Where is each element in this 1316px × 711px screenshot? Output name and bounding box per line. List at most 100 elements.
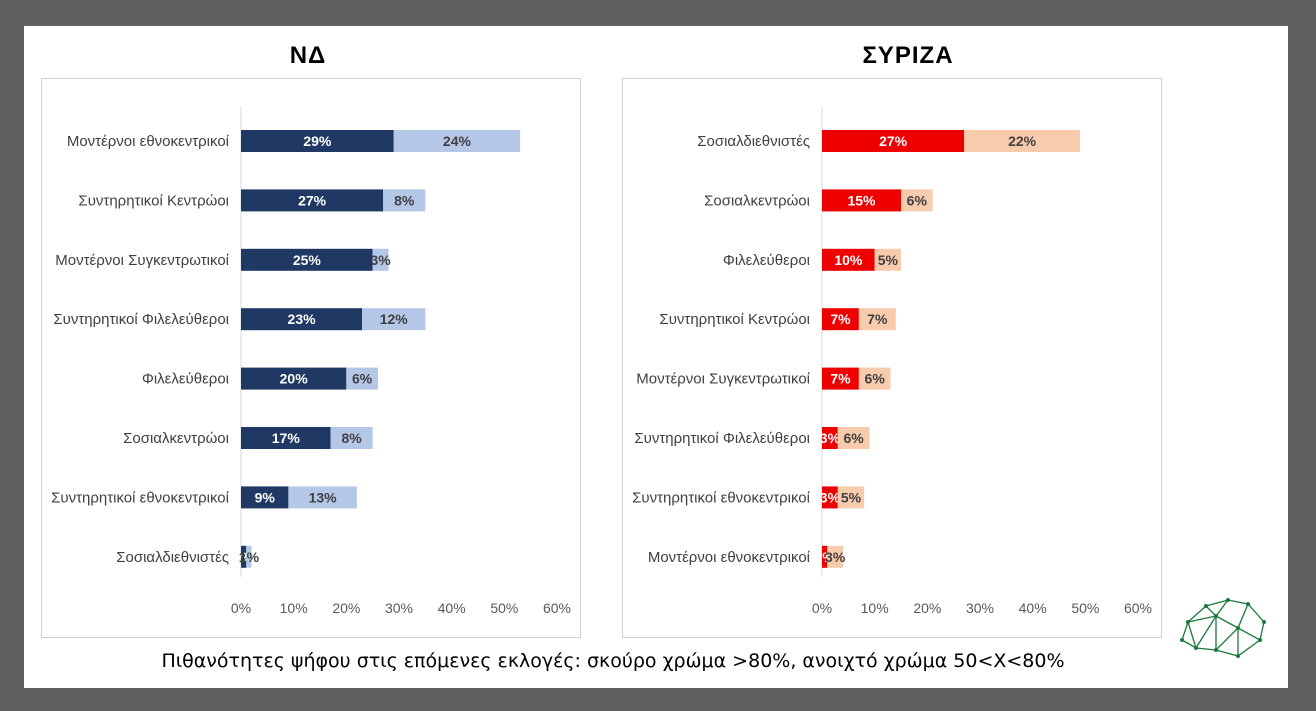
x-tick-label: 0% [812, 600, 832, 616]
nd-bar-light [372, 248, 389, 271]
x-tick-label: 40% [1019, 600, 1047, 616]
x-tick-label: 30% [966, 600, 994, 616]
data-label: 3% [820, 489, 841, 505]
data-label: 3% [370, 252, 391, 268]
data-label: 6% [843, 430, 864, 446]
network-logo-icon [1180, 598, 1266, 658]
nd-bar-dark [241, 545, 247, 568]
data-label: 5% [841, 489, 862, 505]
data-label: 29% [303, 133, 332, 149]
data-label: 24% [443, 133, 472, 149]
x-tick-label: 10% [861, 600, 889, 616]
category-label: Συντηρητικοί Φιλελεύθεροι [634, 430, 810, 447]
x-tick-label: 0% [231, 600, 251, 616]
syriza-bar-light [827, 545, 844, 568]
data-label: 1% [239, 549, 260, 565]
x-tick-label: 20% [332, 600, 360, 616]
syriza-bar-dark [822, 248, 875, 271]
nd-bar-dark [241, 248, 373, 271]
x-tick-label: 20% [913, 600, 941, 616]
category-label: Συντηρητικοί εθνοκεντρικοί [632, 489, 811, 506]
nd-bar-light [330, 427, 373, 449]
x-tick-label: 50% [490, 600, 518, 616]
data-label: 17% [272, 430, 301, 446]
nd-bar-dark [241, 486, 289, 509]
nd-bar-light [288, 486, 357, 509]
x-tick-label: 40% [438, 600, 466, 616]
category-label: Συντηρητικοί εθνοκεντρικοί [51, 489, 230, 506]
syriza-bar-dark [822, 367, 859, 390]
category-label: Σοσιαλκεντρώοι [123, 430, 229, 447]
chart-title-syriza: ΣΥΡΙΖΑ [862, 42, 954, 69]
data-label: 10% [834, 252, 863, 268]
data-label: 7% [830, 371, 851, 387]
data-label: 7% [867, 311, 888, 327]
syriza-bar-dark [822, 189, 901, 212]
syriza-bar-light [901, 189, 933, 212]
syriza-bar-dark [822, 308, 859, 331]
nd-bar-light [383, 189, 426, 212]
syriza-bar-dark [822, 130, 965, 152]
bar-chart-nd: Μοντέρνοι εθνοκεντρικοί 29% 24% Συντηρητικο… [51, 107, 571, 616]
syriza-bar-light [858, 308, 896, 331]
slide: ΝΔ ΣΥΡΙΖΑ Μοντέρνοι εθνοκεντρικοί 29% 24% Σ… [24, 26, 1288, 688]
category-label: Μοντέρνοι εθνοκεντρικοί [67, 133, 230, 150]
nd-bar-dark [241, 427, 331, 449]
category-label: Μοντέρνοι Συγκεντρωτικοί [636, 371, 810, 388]
x-tick-label: 30% [385, 600, 413, 616]
category-label: Σοσιαλδιεθνιστές [116, 549, 229, 566]
syriza-bar-dark [822, 486, 838, 509]
category-label: Συντηρητικοί Κεντρώοι [78, 192, 229, 209]
data-label: 8% [394, 192, 415, 208]
data-label: 20% [280, 371, 309, 387]
data-label: 3% [820, 430, 841, 446]
data-label: 6% [865, 371, 886, 387]
nd-bar-dark [241, 308, 363, 331]
x-tick-label: 60% [543, 600, 571, 616]
bar-chart-syriza: Σοσιαλδιεθνιστές 27% 22% Σοσιαλκεντρώοι 15% 6… [632, 107, 1152, 616]
data-label: 22% [1008, 133, 1037, 149]
x-tick-label: 50% [1071, 600, 1099, 616]
syriza-bar-light [837, 427, 870, 449]
data-label: 27% [298, 192, 327, 208]
data-label: 23% [288, 311, 317, 327]
data-label: 9% [255, 489, 276, 505]
data-label: 6% [907, 192, 928, 208]
category-label: Συντηρητικοί Φιλελεύθεροι [53, 311, 229, 328]
category-label: Σοσιαλδιεθνιστές [697, 133, 810, 150]
category-label: Φιλελεύθεροι [723, 252, 810, 269]
category-label: Σοσιαλκεντρώοι [704, 192, 810, 209]
chart-title-nd: ΝΔ [289, 42, 327, 69]
category-label: Μοντέρνοι εθνοκεντρικοί [648, 549, 811, 566]
category-label: Μοντέρνοι Συγκεντρωτικοί [55, 252, 229, 269]
data-label: 5% [878, 252, 899, 268]
x-tick-label: 60% [1124, 600, 1152, 616]
syriza-bar-light [858, 367, 891, 390]
data-label: 27% [879, 133, 908, 149]
data-label: 15% [847, 192, 876, 208]
syriza-bar-light [964, 130, 1081, 152]
chart-panel-syriza: Σοσιαλδιεθνιστές 27% 22% Σοσιαλκεντρώοι 15% 6… [622, 78, 1162, 638]
nd-bar-light [246, 545, 252, 568]
data-label: 3% [825, 549, 846, 565]
data-label: 8% [341, 430, 362, 446]
syriza-bar-light [837, 486, 865, 509]
data-label: 12% [380, 311, 409, 327]
nd-bar-light [393, 130, 521, 152]
category-label: Συντηρητικοί Κεντρώοι [659, 311, 810, 328]
data-label: 25% [293, 252, 322, 268]
nd-bar-dark [241, 130, 394, 152]
x-tick-label: 10% [280, 600, 308, 616]
footer-caption: Πιθανότητες ψήφου στις επόμενες εκλογές:… [161, 650, 1065, 672]
category-label: Φιλελεύθεροι [142, 371, 229, 388]
syriza-bar-light [874, 248, 901, 271]
syriza-bar-dark [822, 427, 838, 449]
nd-bar-light [346, 367, 378, 390]
nd-bar-dark [241, 367, 347, 390]
syriza-bar-dark [822, 545, 828, 568]
data-label: 13% [309, 489, 338, 505]
data-label: 7% [830, 311, 851, 327]
chart-panel-nd: Μοντέρνοι εθνοκεντρικοί 29% 24% Συντηρητικο… [41, 78, 581, 638]
data-label: 6% [352, 371, 373, 387]
nd-bar-dark [241, 189, 384, 212]
